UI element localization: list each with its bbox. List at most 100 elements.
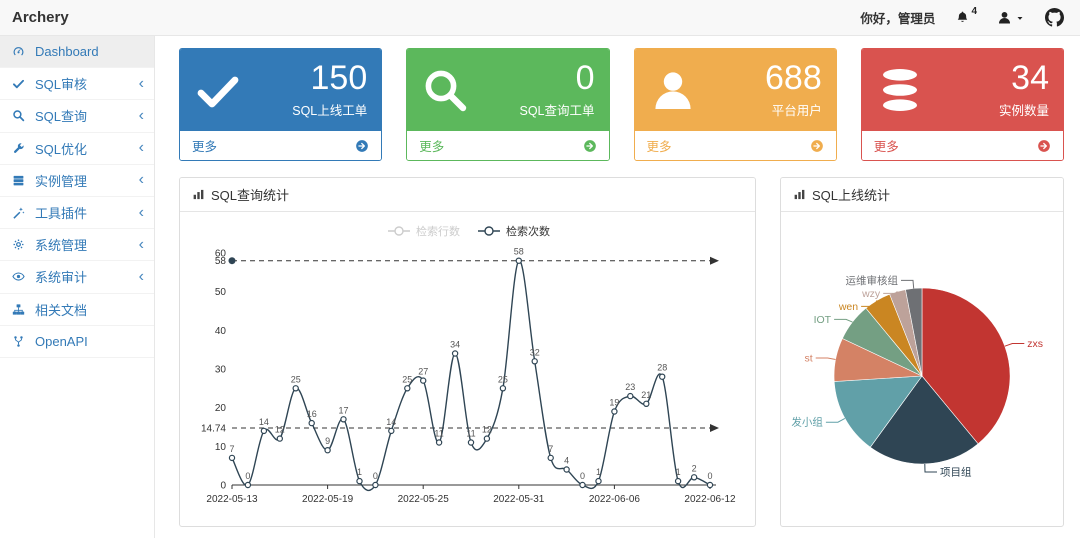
stat-label: 实例数量 <box>998 103 1049 118</box>
sidebar-item-label: Dashboard <box>35 44 99 60</box>
svg-text:11: 11 <box>434 429 443 439</box>
stat-card-more-link[interactable]: 更多 <box>407 131 609 160</box>
app-brand[interactable]: Archery <box>12 9 69 26</box>
svg-text:50: 50 <box>214 287 226 298</box>
svg-text:14.74: 14.74 <box>200 424 225 435</box>
svg-text:2022-06-12: 2022-06-12 <box>684 494 736 505</box>
bell-icon <box>955 10 970 25</box>
app-body: Dashboard SQL审核 ‹ SQL查询 ‹ SQL优化 ‹ 实例管理 ‹… <box>0 36 1080 538</box>
sql-query-stats-panel: SQL查询统计 检索行数 检索次数 0 10 20 30 40 50 60 2022-05-13 2… <box>179 177 756 527</box>
svg-text:1: 1 <box>595 467 600 477</box>
notifications-button[interactable]: 4 <box>955 6 977 25</box>
sidebar: Dashboard SQL审核 ‹ SQL查询 ‹ SQL优化 ‹ 实例管理 ‹… <box>0 36 155 538</box>
svg-text:运维审核组: 运维审核组 <box>846 274 899 287</box>
svg-text:30: 30 <box>214 365 226 376</box>
user-menu-button[interactable] <box>997 10 1025 25</box>
svg-text:7: 7 <box>229 444 234 454</box>
expand-chevron-icon: ‹ <box>138 106 144 124</box>
expand-chevron-icon: ‹ <box>138 203 144 221</box>
expand-chevron-icon: ‹ <box>138 139 144 157</box>
stat-label: SQL上线工单 <box>292 103 368 118</box>
svg-text:2022-05-13: 2022-05-13 <box>206 494 258 505</box>
search-icon <box>12 109 31 122</box>
svg-text:wen: wen <box>838 301 858 313</box>
sidebar-item-system-audit[interactable]: 系统审计 ‹ <box>0 261 154 294</box>
stat-card-more-link[interactable]: 更多 <box>180 131 382 160</box>
svg-text:4: 4 <box>564 456 569 466</box>
stat-card-platform-users: 688 平台用户 更多 <box>633 48 837 161</box>
sidebar-item-dashboard[interactable]: Dashboard <box>0 36 154 69</box>
sidebar-item-label: OpenAPI <box>35 333 88 349</box>
svg-text:12: 12 <box>274 425 284 435</box>
panel-heading: SQL查询统计 <box>180 178 755 212</box>
stat-value: 34 <box>1011 59 1049 98</box>
stat-card-more-link[interactable]: 更多 <box>634 131 836 160</box>
stat-card-more-link[interactable]: 更多 <box>861 131 1063 160</box>
svg-text:7: 7 <box>548 444 553 454</box>
svg-text:25: 25 <box>497 374 507 384</box>
database-icon <box>876 66 924 114</box>
svg-text:发小组: 发小组 <box>791 416 823 429</box>
sidebar-item-sql-review[interactable]: SQL审核 ‹ <box>0 68 154 101</box>
svg-text:14: 14 <box>258 417 268 427</box>
sidebar-item-label: SQL优化 <box>35 141 88 157</box>
code-fork-icon <box>12 335 31 348</box>
magic-icon <box>12 206 31 219</box>
user-icon <box>997 10 1012 25</box>
svg-text:1: 1 <box>356 467 361 477</box>
more-label: 更多 <box>192 140 218 154</box>
check-icon <box>194 66 242 114</box>
charts-row: SQL查询统计 检索行数 检索次数 0 10 20 30 40 50 60 2022-05-13 2… <box>179 177 1064 527</box>
sidebar-item-label: 系统审计 <box>35 270 88 286</box>
sidebar-item-label: 工具插件 <box>35 206 88 222</box>
svg-text:23: 23 <box>625 382 635 392</box>
svg-text:1: 1 <box>675 467 680 477</box>
svg-text:58: 58 <box>214 256 226 267</box>
svg-text:zxs: zxs <box>1027 338 1043 350</box>
svg-text:2022-05-25: 2022-05-25 <box>397 494 449 505</box>
svg-text:25: 25 <box>290 374 300 384</box>
eye-icon <box>12 270 31 283</box>
expand-chevron-icon: ‹ <box>138 74 144 92</box>
sidebar-item-instance-manage[interactable]: 实例管理 ‹ <box>0 165 154 197</box>
svg-text:0: 0 <box>372 471 377 481</box>
svg-text:10: 10 <box>214 442 226 453</box>
sidebar-item-sql-optimize[interactable]: SQL优化 ‹ <box>0 133 154 165</box>
sidebar-item-openapi[interactable]: OpenAPI <box>0 326 154 358</box>
expand-chevron-icon: ‹ <box>138 235 144 253</box>
sidebar-item-label: SQL审核 <box>35 77 88 93</box>
svg-text:项目组: 项目组 <box>940 466 972 479</box>
stat-label: SQL查询工单 <box>519 103 595 118</box>
gears-icon <box>12 238 31 251</box>
svg-text:40: 40 <box>214 326 226 337</box>
svg-text:9: 9 <box>325 436 330 446</box>
notification-count-badge: 4 <box>971 6 977 17</box>
svg-text:19: 19 <box>609 398 619 408</box>
github-icon <box>1045 8 1064 27</box>
svg-text:0: 0 <box>707 471 712 481</box>
stat-value: 150 <box>310 59 368 98</box>
sidebar-item-tool-plugins[interactable]: 工具插件 ‹ <box>0 197 154 230</box>
svg-text:27: 27 <box>418 367 428 377</box>
github-link[interactable] <box>1045 8 1064 27</box>
svg-text:21: 21 <box>641 390 651 400</box>
stat-value: 688 <box>765 59 822 98</box>
bar-chart-icon <box>793 188 806 201</box>
svg-text:IOT: IOT <box>814 314 832 326</box>
sidebar-item-docs[interactable]: 相关文档 <box>0 294 154 326</box>
sidebar-item-system-manage[interactable]: 系统管理 ‹ <box>0 229 154 262</box>
stat-label: 平台用户 <box>771 103 822 118</box>
svg-text:0: 0 <box>220 481 226 492</box>
check-icon <box>12 77 31 90</box>
svg-text:检索次数: 检索次数 <box>506 224 550 238</box>
top-navbar: Archery 你好，管理员 4 <box>0 0 1080 36</box>
svg-text:2022-06-06: 2022-06-06 <box>588 494 640 505</box>
sidebar-item-sql-query[interactable]: SQL查询 ‹ <box>0 100 154 133</box>
svg-text:34: 34 <box>450 340 460 350</box>
svg-text:60: 60 <box>214 249 226 260</box>
server-icon <box>12 174 31 187</box>
user-icon <box>649 66 697 114</box>
stat-card-sql-online-orders: 150 SQL上线工单 更多 <box>179 48 383 161</box>
